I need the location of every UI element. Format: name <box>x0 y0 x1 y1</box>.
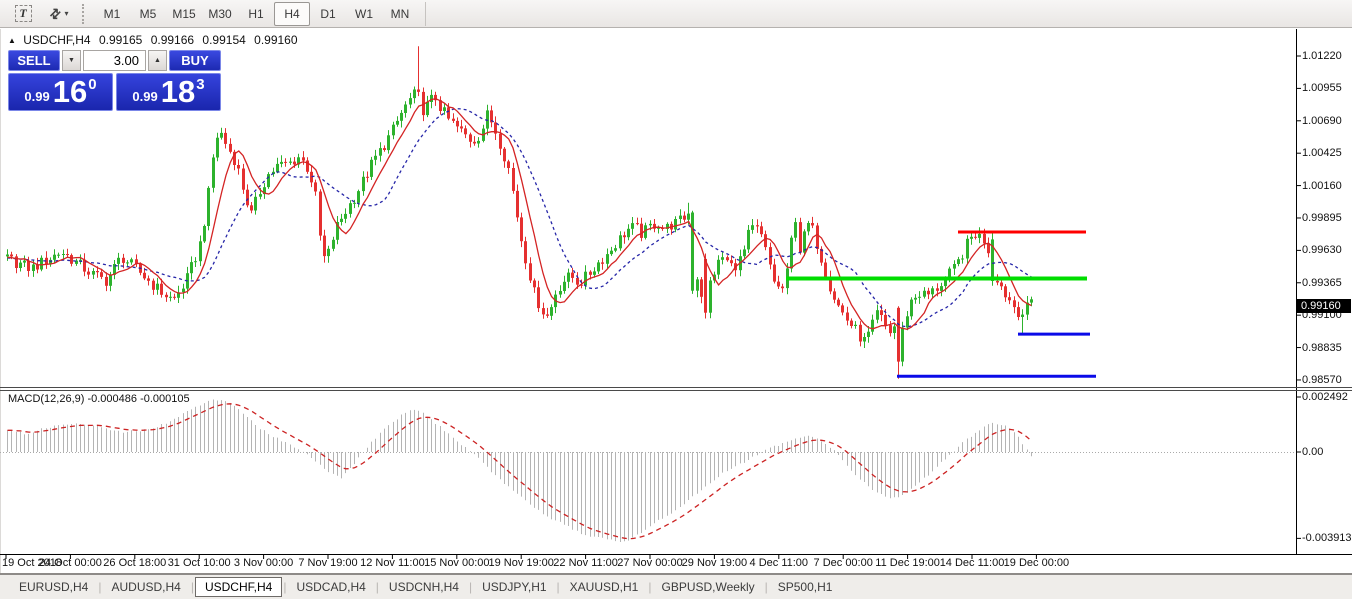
price-axis-label: 0.99365 <box>1302 276 1342 289</box>
tab-divider: | <box>648 580 652 594</box>
top-toolbar: T ⇄ ▾ M1 M5 M15 M30 H1 H4 D1 W1 MN <box>0 0 1352 28</box>
price-axis-label: 0.98835 <box>1302 341 1342 354</box>
timeframe-button-h4[interactable]: H4 <box>274 1 310 26</box>
time-axis-label: 29 Nov 19:00 <box>681 557 748 569</box>
chart-header: ▲ USDCHF,H4 0.99165 0.99166 0.99154 0.99… <box>8 33 303 47</box>
buy-price-pip: 3 <box>196 76 205 93</box>
chart-tab-usdcad-h4[interactable]: USDCAD,H4 <box>296 580 366 594</box>
timeframe-button-mn[interactable]: MN <box>390 6 410 21</box>
high-value: 0.99166 <box>150 33 195 47</box>
volume-input[interactable] <box>83 50 146 71</box>
tab-divider: | <box>556 580 560 594</box>
time-axis-label: 12 Nov 11:00 <box>360 557 425 569</box>
buy-button[interactable]: BUY <box>169 50 221 71</box>
time-axis-label: 19 Dec 00:00 <box>1003 557 1070 569</box>
buy-quote-panel[interactable]: 0.99 18 3 <box>116 73 221 111</box>
sell-price-prefix: 0.99 <box>24 89 50 104</box>
time-axis-label: 24 Oct 00:00 <box>38 557 102 569</box>
timeframe-button-m1[interactable]: M1 <box>103 6 121 21</box>
price-axis-label: 1.01220 <box>1302 50 1342 62</box>
volume-increase-button[interactable]: ▲ <box>148 50 167 71</box>
tab-divider: | <box>190 580 194 594</box>
timeframe-button-h1[interactable]: H1 <box>248 6 264 21</box>
timeframe-button-m5[interactable]: M5 <box>139 6 157 21</box>
indicator-axis-label: 0.00 <box>1302 446 1324 458</box>
collapse-triangle-icon: ▲ <box>8 36 16 45</box>
one-click-trading-panel: SELL ▼ ▲ BUY 0.99 16 0 0.99 18 3 <box>8 50 221 111</box>
price-axis-label: 1.00955 <box>1302 82 1342 95</box>
volume-decrease-button[interactable]: ▼ <box>62 50 81 71</box>
chart-tab-usdchf-h4[interactable]: USDCHF,H4 <box>194 577 283 597</box>
timeframe-button-d1[interactable]: D1 <box>320 6 336 21</box>
time-axis-label: 3 Nov 00:00 <box>233 557 294 569</box>
chart-tab-sp500-h1[interactable]: SP500,H1 <box>777 580 833 594</box>
tab-divider: | <box>283 580 287 594</box>
buy-price-big: 18 <box>160 74 196 109</box>
sell-price-big: 16 <box>52 74 88 109</box>
tab-divider: | <box>375 580 379 594</box>
tab-divider: | <box>764 580 768 594</box>
chart-tab-usdcnh-h4[interactable]: USDCNH,H4 <box>388 580 459 594</box>
sell-quote-panel[interactable]: 0.99 16 0 <box>8 73 113 111</box>
chart-tab-xauusd-h1[interactable]: XAUUSD,H1 <box>569 580 639 594</box>
price-axis-label: 1.00160 <box>1302 179 1342 192</box>
chart-tab-usdjpy-h1[interactable]: USDJPY,H1 <box>482 580 547 594</box>
time-axis-label: 26 Oct 18:00 <box>103 557 167 569</box>
chart-tab-eurusd-h4[interactable]: EURUSD,H4 <box>19 580 89 594</box>
timeframe-button-m30[interactable]: M30 <box>208 6 232 21</box>
chart-tab-bar: EURUSD,H4 | AUDUSD,H4 | USDCHF,H4 | USDCAD,H4 |… <box>0 573 1352 599</box>
indicator-label: MACD(12,26,9) -0.000486 -0.000105 <box>8 393 190 405</box>
chart-tab-gbpusd-weekly[interactable]: GBPUSD,Weekly <box>661 580 755 594</box>
time-axis-label: 19 Nov 19:00 <box>488 557 554 569</box>
symbol-period-label: USDCHF,H4 <box>23 33 91 47</box>
close-value: 0.99160 <box>254 33 298 47</box>
time-axis-label: 31 Oct 10:00 <box>167 557 231 569</box>
time-axis-label: 15 Nov 00:00 <box>424 557 490 569</box>
arrange-tool-button[interactable]: ⇄ ▾ <box>41 2 77 26</box>
timeframe-button-m15[interactable]: M15 <box>172 6 196 21</box>
time-axis-label: 11 Dec 19:00 <box>875 557 940 569</box>
tab-divider: | <box>468 580 473 594</box>
price-axis-label: 0.99630 <box>1302 244 1342 257</box>
time-axis-label: 4 Dec 11:00 <box>749 557 809 569</box>
tab-divider: | <box>98 580 102 594</box>
time-axis-label: 14 Dec 11:00 <box>939 557 1005 569</box>
toolbar-grip[interactable] <box>82 3 87 24</box>
open-value: 0.99165 <box>98 33 143 47</box>
indicator-axis-label: 0.002492 <box>1302 390 1348 403</box>
time-axis-label: 22 Nov 11:00 <box>553 557 618 569</box>
time-axis-label: 7 Dec 00:00 <box>813 557 873 569</box>
time-axis-label: 7 Nov 19:00 <box>298 557 358 569</box>
low-value: 0.99154 <box>202 33 246 47</box>
timeframe-button-w1[interactable]: W1 <box>355 6 373 21</box>
time-axis-label: 19 Oct 2018 <box>2 557 62 569</box>
text-tool-icon: T <box>14 5 32 22</box>
price-axis-label: 1.00690 <box>1302 114 1342 127</box>
timeframe-toolbar: M1 M5 M15 M30 H1 H4 D1 W1 MN <box>94 1 418 26</box>
dropdown-caret-icon: ▾ <box>64 9 69 18</box>
text-tool-button[interactable]: T <box>5 2 41 26</box>
swap-arrows-icon: ⇄ <box>45 3 64 23</box>
toolbar-separator <box>425 1 426 26</box>
price-axis-label: 0.99895 <box>1302 211 1342 224</box>
sell-price-pip: 0 <box>88 76 97 93</box>
buy-price-prefix: 0.99 <box>132 89 158 104</box>
indicator-axis-label: -0.003913 <box>1302 532 1352 545</box>
sell-button[interactable]: SELL <box>8 50 60 71</box>
current-price-tag: 0.99160 <box>1297 299 1351 313</box>
time-axis-label: 27 Nov 00:00 <box>617 557 683 569</box>
price-axis-label: 0.98570 <box>1302 373 1342 386</box>
price-axis-label: 1.00425 <box>1302 147 1342 160</box>
chart-tab-audusd-h4[interactable]: AUDUSD,H4 <box>111 580 181 594</box>
